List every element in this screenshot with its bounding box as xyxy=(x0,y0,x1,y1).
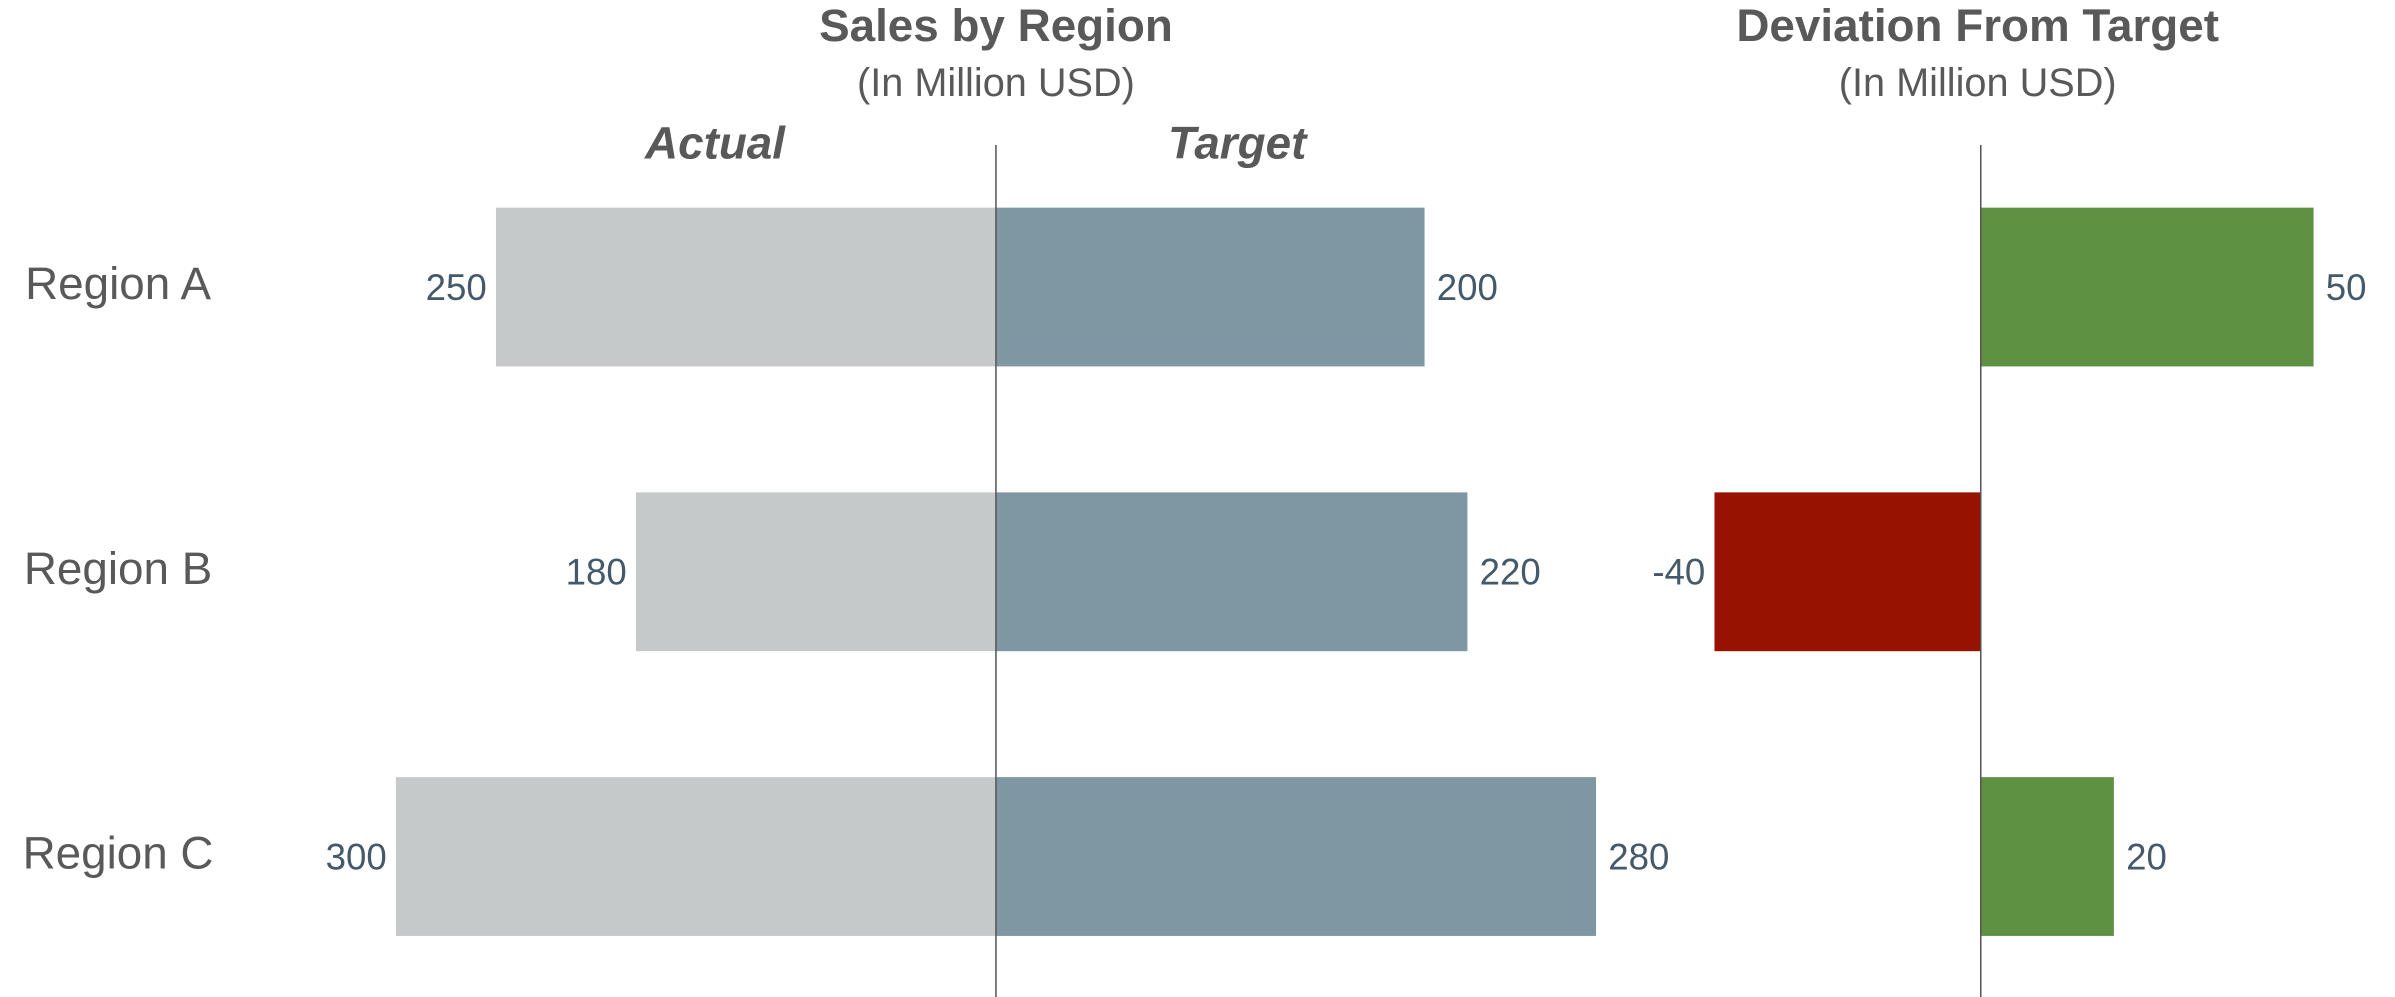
value-label: 220 xyxy=(1480,552,1541,593)
bar xyxy=(635,492,996,652)
chart-subtitle: (In Million USD) xyxy=(1839,61,2117,105)
bar xyxy=(395,777,996,936)
bar xyxy=(1980,207,2314,367)
bar xyxy=(995,492,1468,652)
bar xyxy=(1980,777,2114,936)
chart-title: Deviation From Target xyxy=(1736,0,2219,51)
chart-subtitle: (In Million USD) xyxy=(857,61,1135,105)
value-label: 280 xyxy=(1608,836,1669,877)
category-label: Region B xyxy=(24,543,212,594)
value-label: 300 xyxy=(326,836,387,877)
value-label: 20 xyxy=(2126,836,2167,877)
series-label: Target xyxy=(1168,118,1308,169)
category-label: Region A xyxy=(25,258,211,309)
value-label: 250 xyxy=(426,267,487,308)
series-label: Actual xyxy=(644,118,786,169)
value-label: 200 xyxy=(1437,267,1498,308)
value-label: 180 xyxy=(566,552,627,593)
bar xyxy=(995,207,1425,367)
value-label: -40 xyxy=(1652,552,1705,593)
bar xyxy=(1714,492,1981,652)
category-label: Region C xyxy=(23,828,214,879)
bar xyxy=(995,777,1596,936)
value-label: 50 xyxy=(2326,267,2367,308)
bar xyxy=(495,207,996,367)
chart-title: Sales by Region xyxy=(819,0,1173,51)
